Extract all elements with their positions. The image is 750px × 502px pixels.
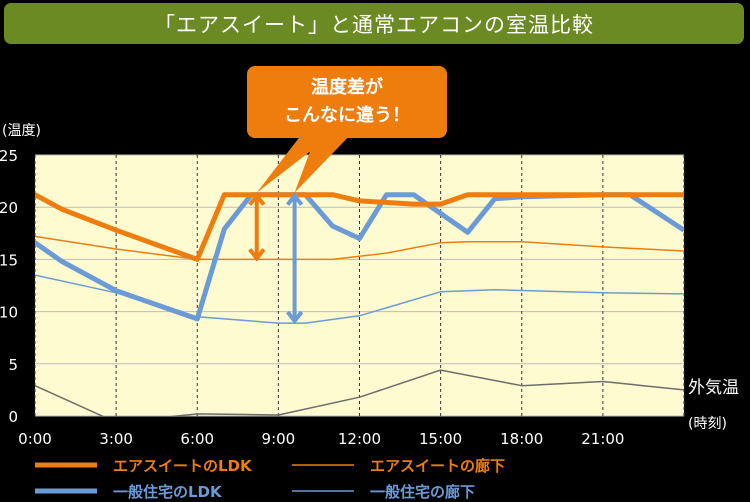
chart-title: 「エアスイート」と通常エアコンの室温比較 <box>4 3 744 44</box>
y-tick-label: 10 <box>0 304 18 322</box>
x-tick-label: 9:00 <box>262 430 296 448</box>
series-line-4 <box>35 369 684 416</box>
diff-arrow-head-top-1 <box>286 192 304 206</box>
x-tick-label: 3:00 <box>99 430 133 448</box>
x-tick-label: 6:00 <box>180 430 214 448</box>
x-tick-label: 12:00 <box>338 430 381 448</box>
callout-line-2: こんなに違う！ <box>284 105 410 126</box>
y-tick-label: 25 <box>0 147 18 165</box>
callout-tail-right <box>294 130 355 193</box>
legend-label-1: エアスイートの廊下 <box>370 457 505 475</box>
x-tick-label: 21:00 <box>581 430 624 448</box>
x-tick-label: 0:00 <box>18 430 52 448</box>
outdoor-temp-label: 外気温 <box>688 378 739 398</box>
diff-arrow-head-bottom-1 <box>286 310 304 325</box>
diff-arrow-head-top-0 <box>248 192 266 206</box>
diff-arrow-head-bottom-0 <box>248 248 266 262</box>
y-axis-label: (温度) <box>2 123 41 139</box>
legend-label-2: 一般住宅のLDK <box>113 483 223 501</box>
legend-label-3: 一般住宅の廊下 <box>370 483 475 501</box>
x-tick-label: 18:00 <box>500 430 543 448</box>
x-axis-label: (時刻) <box>688 416 727 432</box>
x-tick-label: 15:00 <box>419 430 462 448</box>
callout-tail-left <box>256 130 338 193</box>
y-tick-label: 0 <box>8 408 18 426</box>
y-tick-label: 20 <box>0 199 18 217</box>
y-tick-label: 5 <box>8 356 18 374</box>
callout-box: 温度差が こんなに違う！ <box>247 66 447 138</box>
callout-line-1: 温度差が <box>311 77 383 98</box>
legend-label-0: エアスイートのLDK <box>113 457 253 475</box>
y-tick-label: 15 <box>0 251 18 269</box>
series-line-1 <box>35 235 684 261</box>
series-line-0 <box>35 192 684 262</box>
